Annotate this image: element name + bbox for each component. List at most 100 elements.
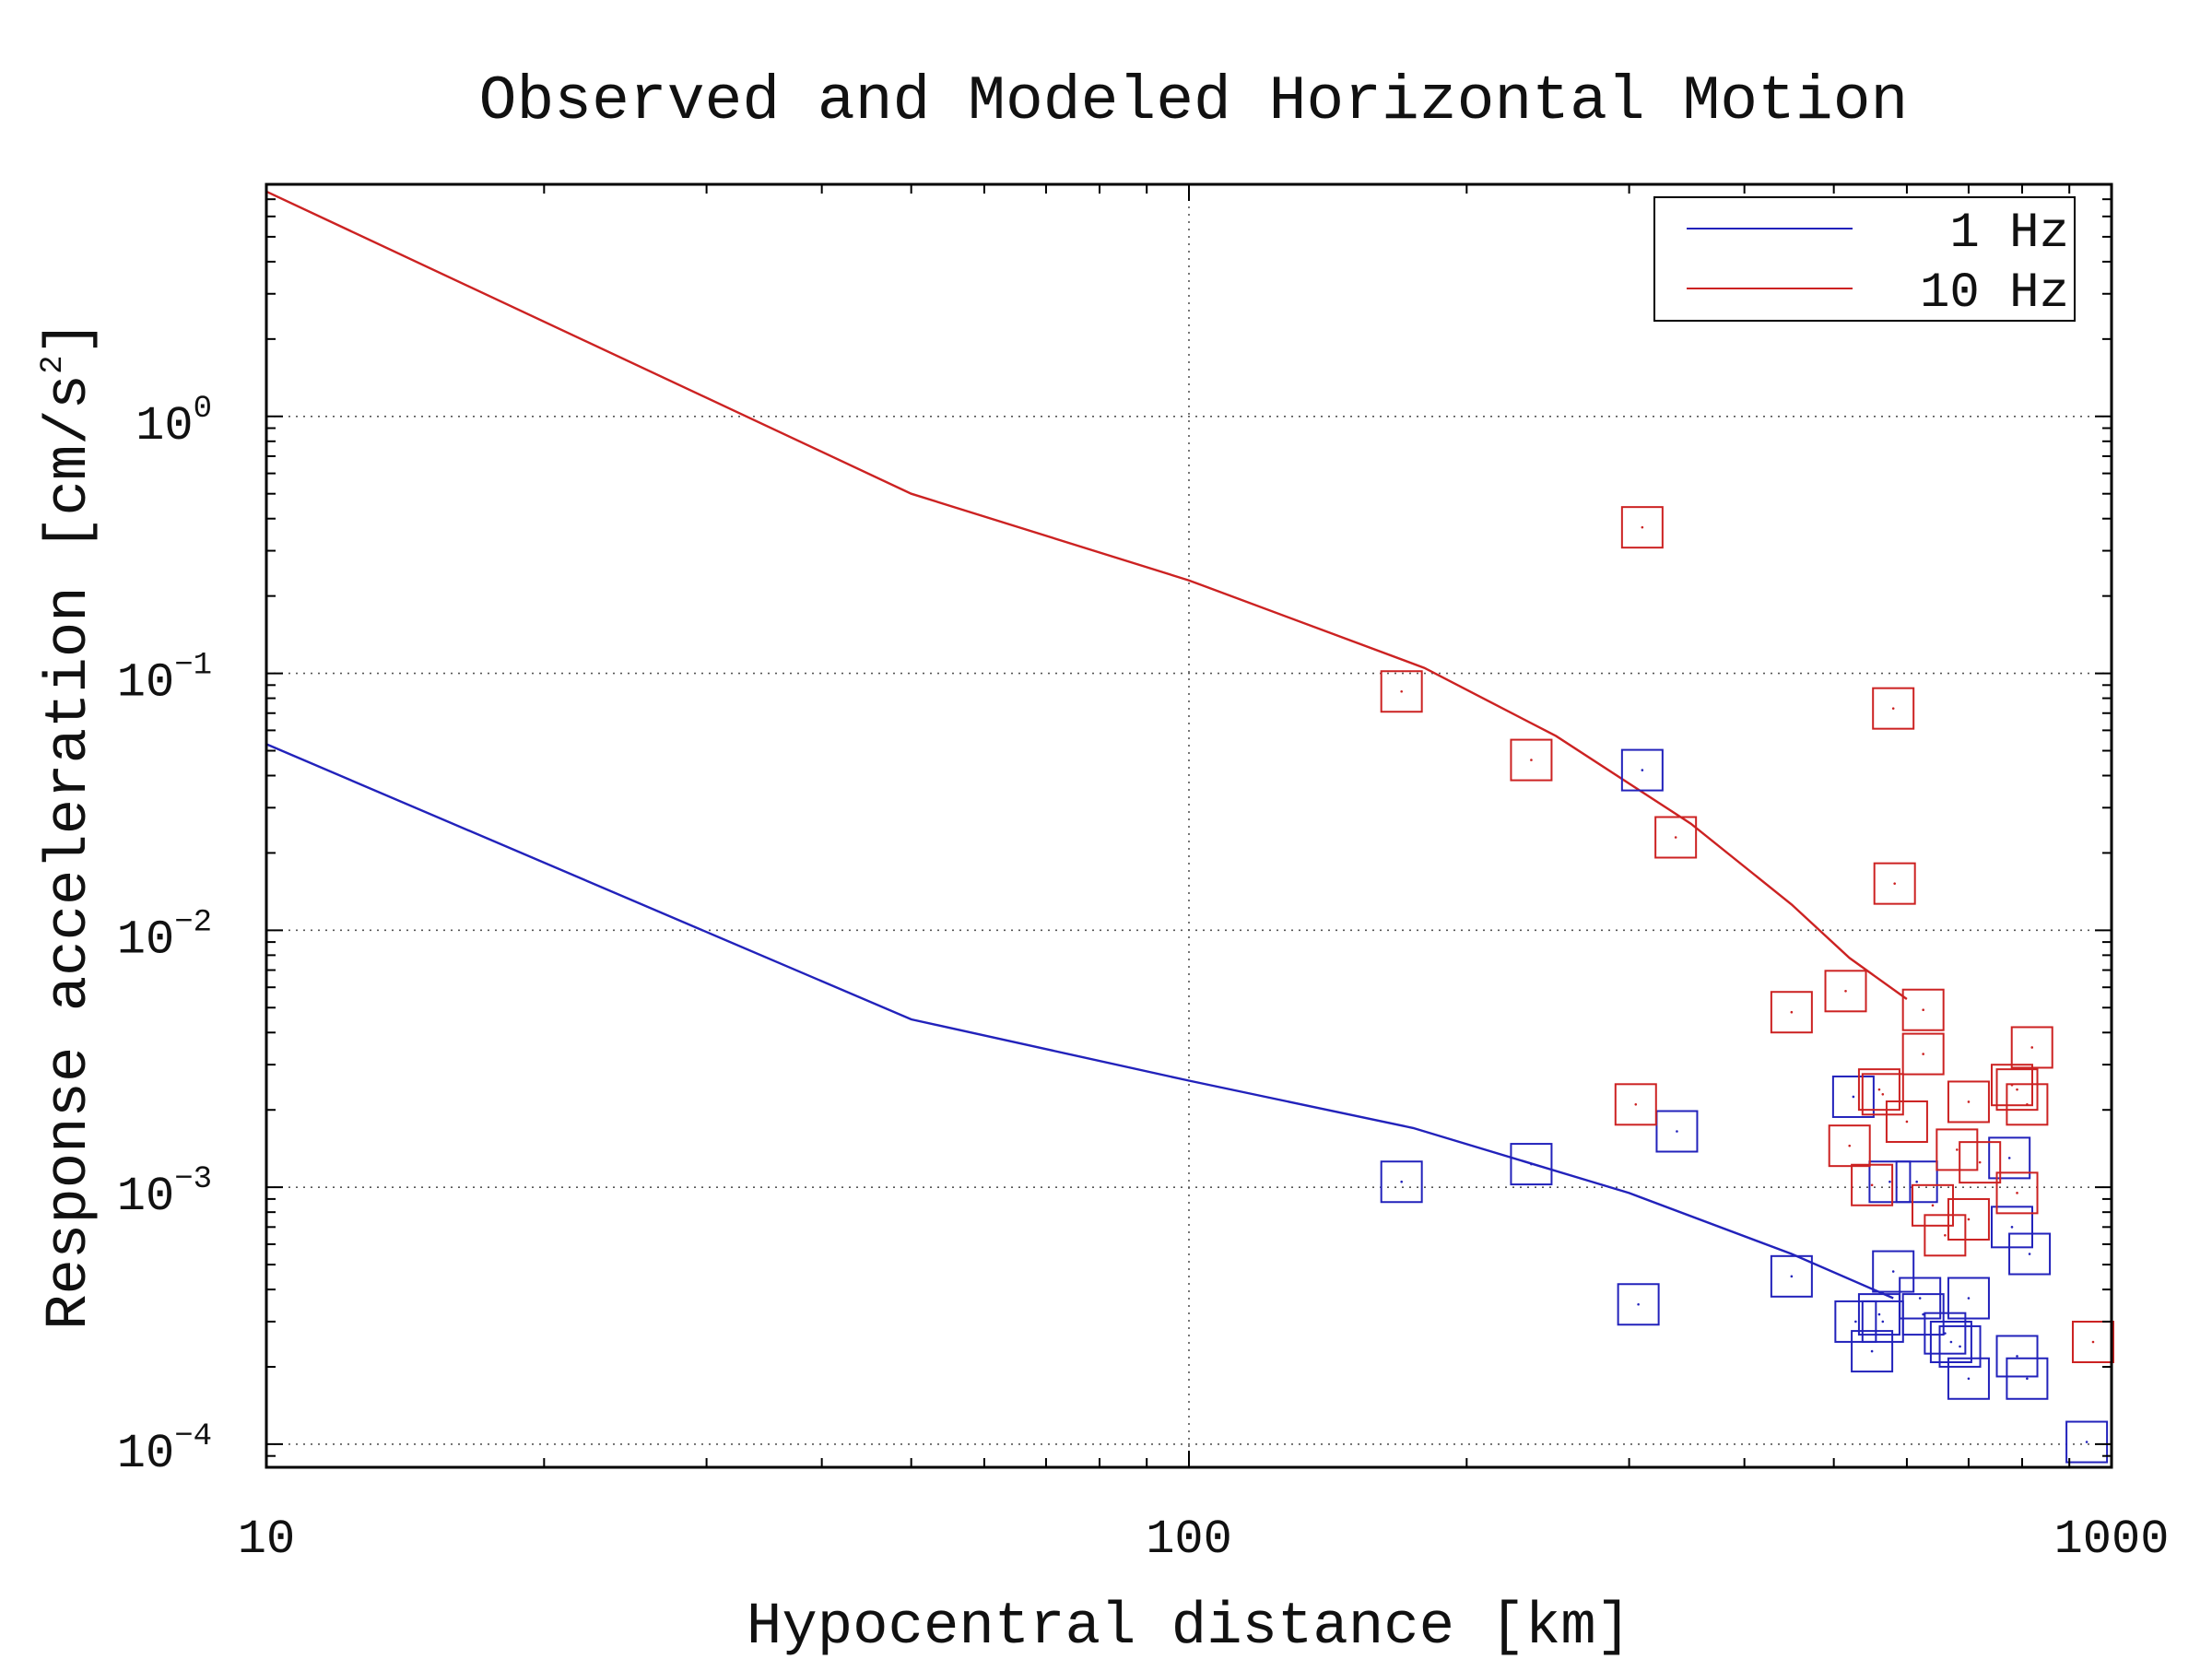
point-10hz (1620, 506, 1664, 549)
point-1hz (1990, 1206, 2033, 1249)
point-marker (2065, 1420, 2109, 1464)
point-marker (1938, 1324, 1982, 1368)
point-10hz (2006, 1083, 2049, 1126)
legend: 1 Hz 10 Hz (1653, 196, 2076, 322)
y-axis-label-superscript: 2 (36, 356, 71, 374)
point-center (1790, 1010, 1794, 1014)
point-10hz (1959, 1141, 2002, 1184)
y-tick-exponent: 0 (194, 392, 212, 427)
point-center (1949, 1340, 1953, 1344)
point-marker (1824, 970, 1867, 1013)
legend-box (1653, 196, 2076, 322)
x-tick-labels: 10 100 1000 (238, 1512, 2170, 1567)
point-marker (1770, 991, 1813, 1034)
point-1hz (1380, 1160, 1423, 1204)
point-marker (1899, 1277, 1942, 1320)
point-marker (1995, 1068, 2039, 1112)
point-marker (1872, 687, 1915, 730)
point-10hz (1995, 1068, 2039, 1112)
point-1hz (1834, 1300, 1877, 1343)
point-center (2030, 1046, 2034, 1049)
point-marker (1995, 1171, 2039, 1215)
point-center (1881, 1092, 1885, 1096)
point-10hz (1885, 1100, 1928, 1143)
point-center (1944, 1332, 1947, 1335)
model-curves (265, 190, 1908, 1300)
point-center (1877, 1312, 1881, 1316)
point-center (1844, 990, 1847, 993)
point-center (1959, 1345, 1961, 1348)
y-tick-base: 10 (135, 399, 193, 453)
point-marker (1872, 1250, 1915, 1293)
point-marker (1868, 1160, 1912, 1204)
grid (266, 184, 2112, 1467)
point-marker (1988, 1136, 2031, 1180)
point-1hz (2006, 1357, 2049, 1400)
y-tick-base: 10 (117, 912, 174, 967)
point-1hz (2008, 1232, 2052, 1276)
point-10hz (1824, 970, 1867, 1013)
point-marker (1947, 1357, 1990, 1400)
point-marker (2006, 1357, 2049, 1400)
point-10hz (1510, 738, 1553, 782)
point-10hz (1995, 1171, 2039, 1215)
point-center (1854, 1320, 1857, 1324)
point-1hz (1899, 1277, 1942, 1320)
point-marker (1959, 1141, 2002, 1184)
point-marker (2008, 1232, 2052, 1276)
point-center (1956, 1148, 1959, 1151)
point-1hz (1947, 1277, 1990, 1320)
chart-title: Observed and Modeled Horizontal Motion (479, 66, 1909, 137)
point-10hz (2071, 1320, 2114, 1363)
point-10hz (1872, 687, 1915, 730)
point-marker (1911, 1183, 1954, 1227)
point-10hz (1770, 991, 1813, 1034)
point-marker (1929, 1320, 1972, 1363)
y-tick-base: 10 (117, 656, 174, 711)
point-1hz (1857, 1293, 1900, 1336)
point-1hz (1938, 1324, 1982, 1368)
point-center (2026, 1377, 2029, 1381)
y-tick-label: 10−2 (117, 905, 212, 967)
point-marker (1655, 1110, 1699, 1153)
point-center (1870, 1349, 1874, 1353)
point-center (2091, 1340, 2095, 1344)
point-marker (1936, 1128, 1979, 1171)
point-center (1978, 1160, 1982, 1164)
point-marker (1620, 506, 1664, 549)
point-marker (1620, 748, 1664, 792)
point-10hz (1380, 670, 1423, 713)
y-tick-label: 100 (135, 392, 212, 453)
point-center (1881, 1320, 1885, 1324)
point-center (2010, 1226, 2014, 1229)
point-1hz (1924, 1312, 1967, 1355)
point-center (2016, 1088, 2018, 1091)
point-10hz (1901, 988, 1945, 1031)
point-center (2085, 1441, 2088, 1443)
point-marker (1947, 1197, 1990, 1241)
point-1hz (1655, 1110, 1699, 1153)
point-center (1922, 1053, 1924, 1055)
point-1hz (1831, 1075, 1875, 1118)
point-1hz (1861, 1300, 1904, 1343)
point-marker (1901, 1293, 1945, 1336)
point-center (1641, 525, 1644, 529)
point-marker (1617, 1283, 1660, 1326)
point-10hz (1936, 1128, 1979, 1171)
point-1hz (1510, 1143, 1553, 1186)
point-marker (1834, 1300, 1877, 1343)
point-marker (1770, 1254, 1813, 1298)
point-center (1877, 1088, 1881, 1091)
point-1hz (2065, 1420, 2109, 1464)
point-center (2026, 1103, 2029, 1106)
y-axis-label-suffix: ] (37, 320, 103, 355)
point-center (1922, 1008, 1924, 1012)
point-10hz (1924, 1214, 1967, 1257)
point-marker (1901, 988, 1945, 1031)
data-points (1380, 506, 2114, 1464)
point-center (1915, 1180, 1918, 1183)
point-marker (1654, 816, 1698, 859)
point-marker (1947, 1080, 1990, 1124)
